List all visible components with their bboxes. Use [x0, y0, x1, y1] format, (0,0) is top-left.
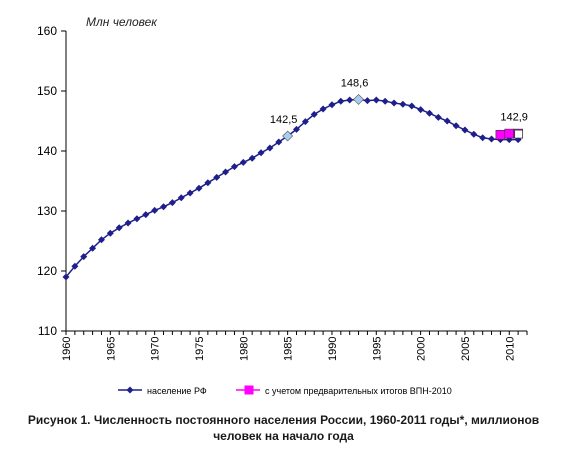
data-point	[124, 219, 132, 227]
y-tick-label: 130	[37, 204, 57, 218]
x-tick-label: 2000	[416, 337, 428, 361]
data-point	[106, 229, 114, 237]
data-point	[310, 110, 318, 118]
data-point	[195, 184, 203, 192]
data-point	[160, 203, 168, 211]
y-tick-label: 150	[37, 84, 57, 98]
data-point	[337, 97, 345, 105]
data-point	[470, 130, 478, 138]
data-point	[177, 194, 185, 202]
data-point	[390, 99, 398, 107]
data-point	[133, 215, 141, 223]
x-tick-label: 2010	[504, 337, 516, 361]
y-tick-label: 120	[37, 264, 57, 278]
data-point	[293, 125, 300, 133]
data-point	[488, 135, 496, 143]
caption-line-1: Рисунок 1. Численность постоянного насел…	[27, 413, 540, 427]
data-point	[372, 96, 380, 104]
legend-label-1: население РФ	[147, 386, 207, 396]
x-tick-label: 1990	[327, 337, 339, 361]
x-tick-label: 2005	[460, 337, 472, 361]
population-chart: Млн человек 110 120 130 140 150 160 1960 1965 19…	[37, 15, 528, 396]
data-point	[115, 224, 123, 232]
figure-caption: Рисунок 1. Численность постоянного насел…	[0, 412, 567, 444]
data-point	[443, 117, 451, 125]
data-point	[186, 189, 194, 197]
data-point	[381, 97, 389, 105]
data-point	[230, 163, 238, 171]
legend-marker-1	[126, 386, 134, 394]
data-point	[71, 262, 79, 270]
data-label: 142,5	[270, 114, 298, 126]
x-tick-label: 1960	[61, 337, 73, 361]
x-tick-label: 1995	[371, 337, 383, 361]
y-tick-label: 140	[37, 144, 57, 158]
x-tick-label: 1970	[150, 337, 162, 361]
data-point	[399, 100, 407, 108]
legend: население РФ с учетом предварительных ито…	[118, 385, 452, 396]
data-point	[363, 97, 371, 105]
x-tick-label: 1985	[283, 337, 295, 361]
data-point-vpn	[504, 128, 515, 139]
y-axis-unit-label: Млн человек	[86, 15, 158, 29]
chart-frame: Млн человек 110 120 130 140 150 160 1960 1965 19…	[10, 4, 557, 404]
data-point	[479, 134, 487, 142]
caption-line-2: человек на начало года	[213, 429, 354, 443]
data-point	[62, 273, 70, 281]
data-point	[461, 126, 469, 134]
data-point	[142, 211, 150, 219]
y-tick-label: 160	[37, 24, 57, 38]
data-point	[213, 173, 221, 181]
data-point	[425, 109, 433, 117]
annotation-marker	[282, 130, 294, 142]
data-point	[168, 199, 176, 207]
data-point	[346, 96, 354, 104]
data-point	[266, 144, 274, 152]
data-point	[248, 154, 256, 162]
annotation-marker	[514, 129, 524, 139]
data-point	[80, 253, 88, 261]
x-tick-label: 1965	[105, 337, 117, 361]
x-tick-label: 1975	[194, 337, 206, 361]
data-point	[319, 105, 327, 113]
data-point	[222, 168, 230, 176]
data-label: 142,9	[500, 112, 528, 124]
data-point	[275, 138, 283, 146]
series-line-1	[65, 98, 519, 278]
data-point	[417, 106, 425, 114]
data-point-vpn	[495, 130, 506, 140]
data-point	[239, 158, 247, 166]
data-point	[328, 101, 336, 109]
data-point	[301, 118, 309, 126]
data-point	[151, 206, 159, 214]
annotation-marker	[353, 93, 364, 105]
data-point	[408, 102, 416, 110]
data-point	[257, 149, 265, 157]
data-point	[434, 113, 442, 121]
legend-marker-2	[244, 385, 254, 395]
legend-label-2: с учетом предварительных итогов ВПН-2010	[265, 386, 452, 396]
data-point	[452, 122, 460, 130]
data-point	[89, 244, 97, 252]
data-label: 148,6	[341, 77, 369, 89]
data-point	[204, 179, 212, 187]
x-tick-label: 1980	[238, 337, 250, 361]
data-point	[97, 236, 105, 244]
y-tick-label: 110	[38, 324, 57, 338]
